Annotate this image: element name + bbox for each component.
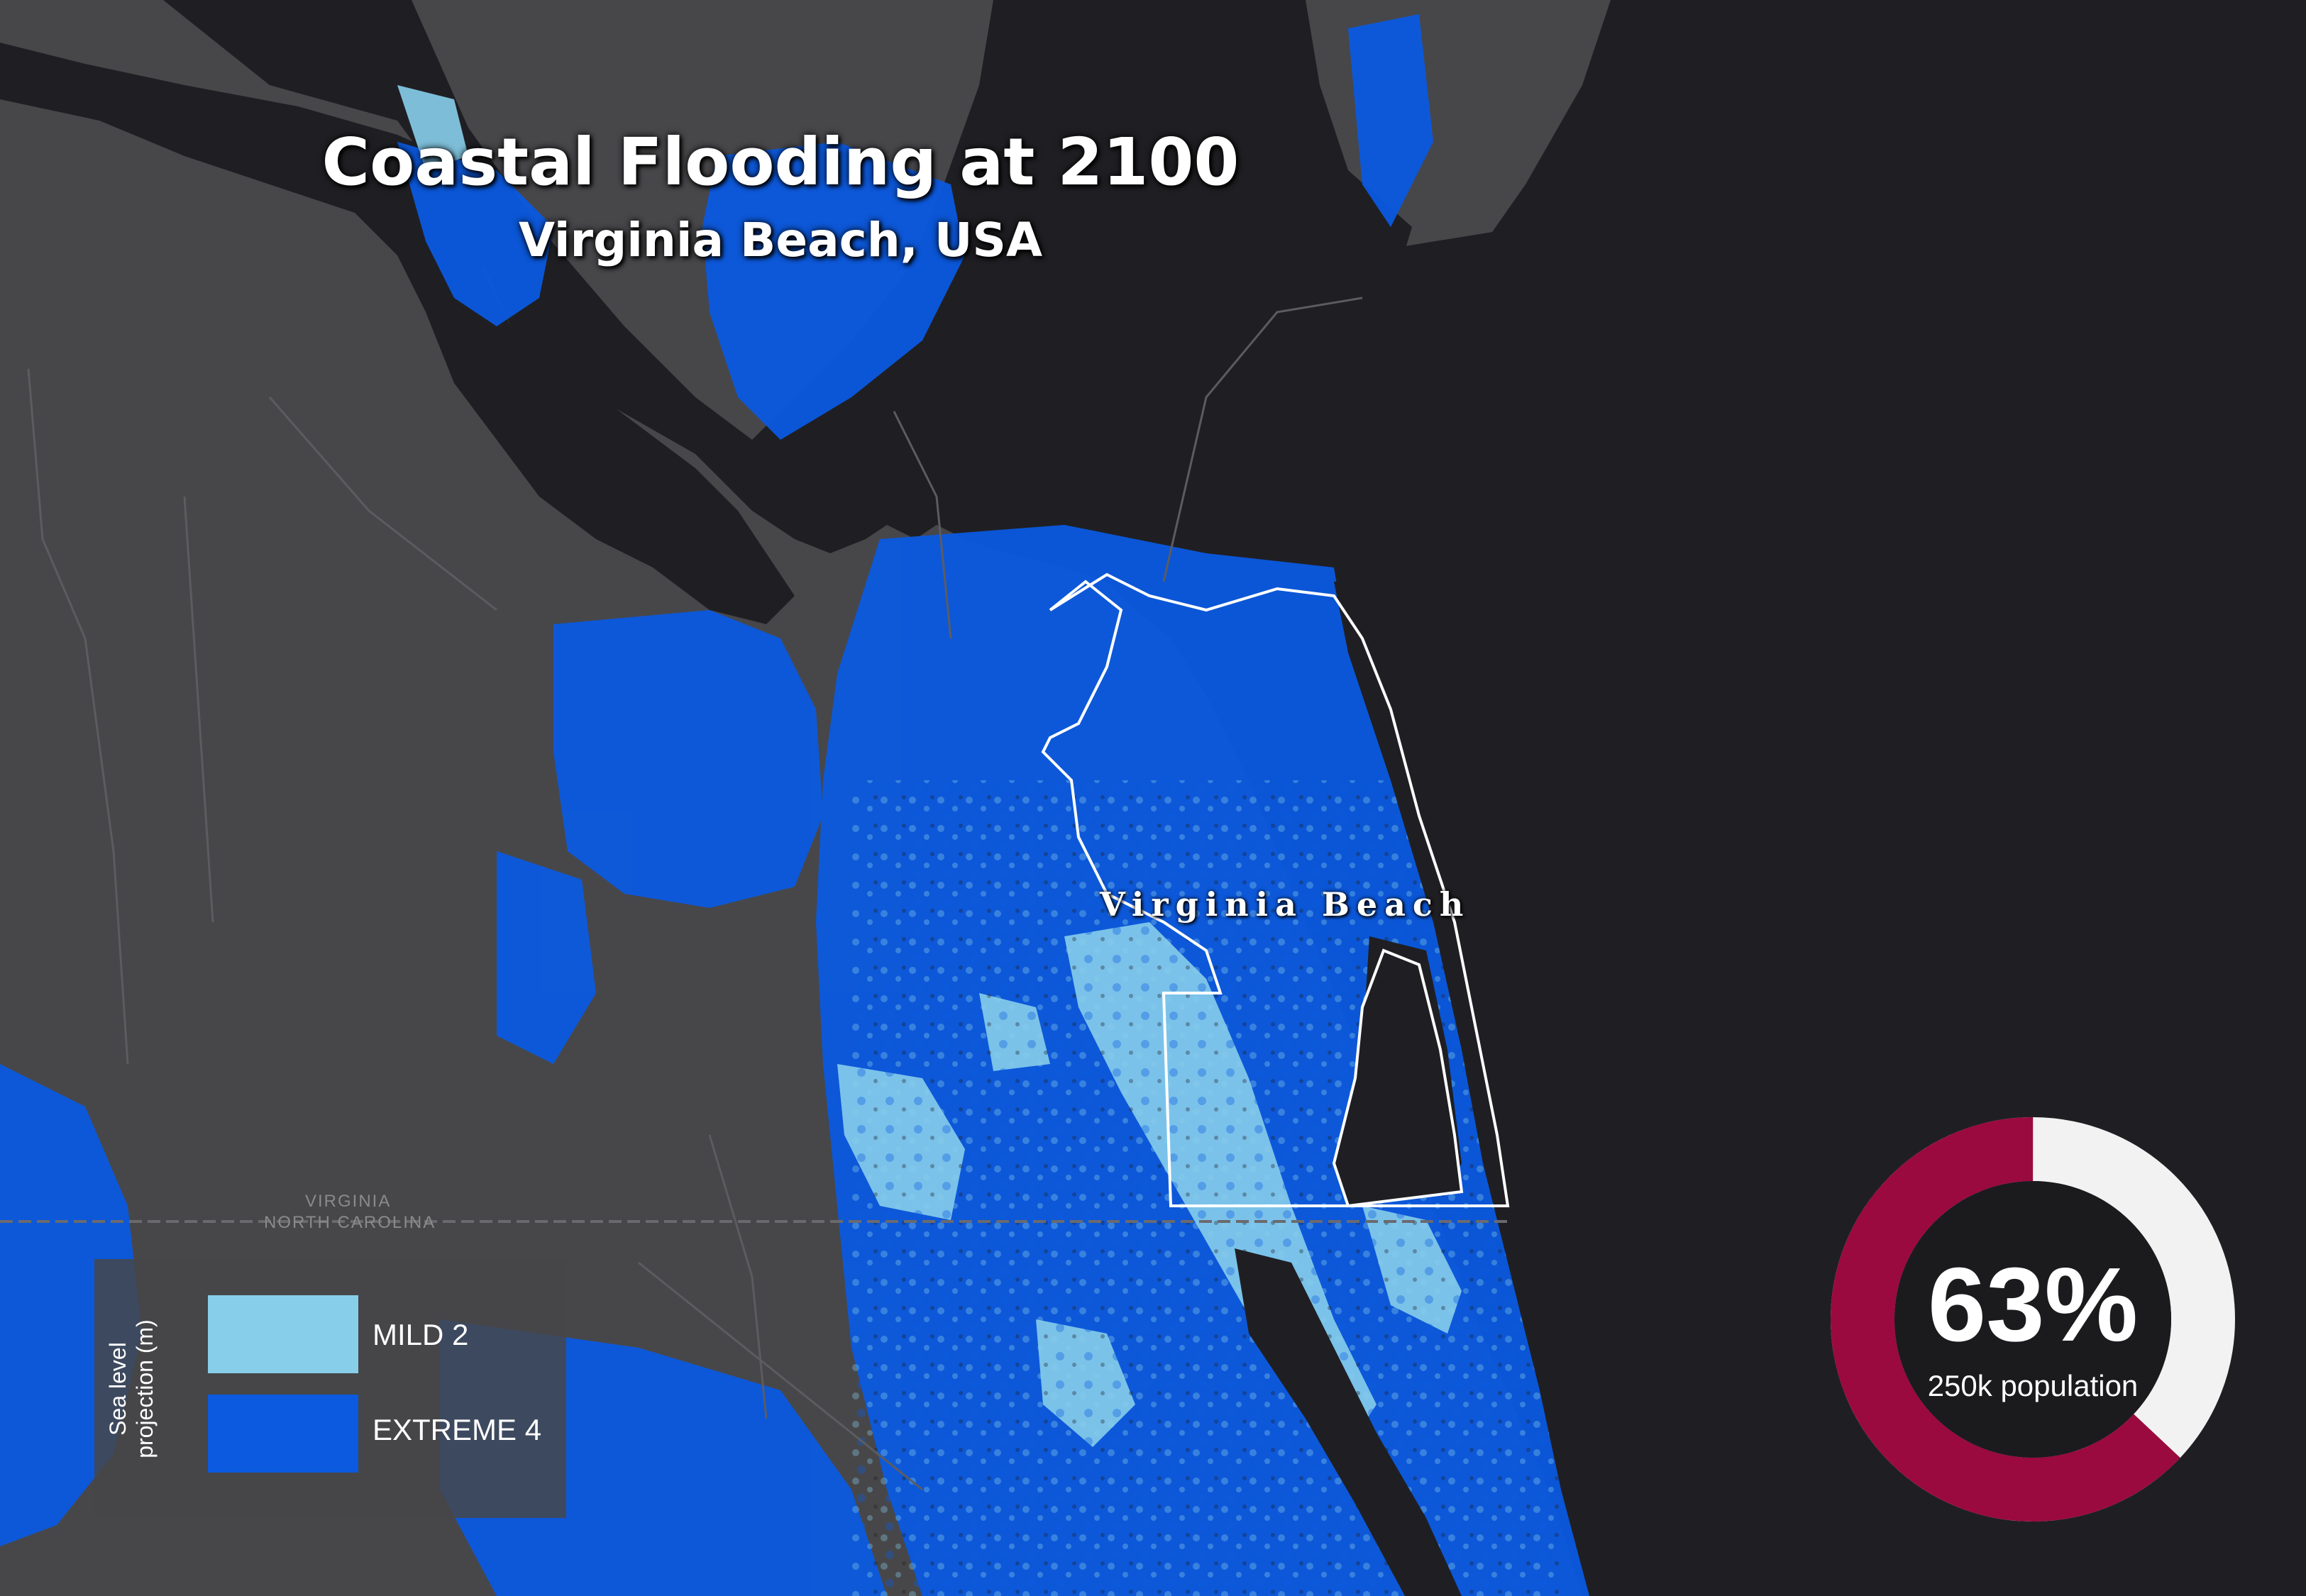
state-label-north-carolina: NORTH CAROLINA xyxy=(264,1213,436,1232)
legend-value-mild: 2 xyxy=(452,1318,469,1351)
population-donut xyxy=(1831,1117,2235,1522)
map-subtitle: Virginia Beach, USA xyxy=(518,213,1043,267)
legend-axis-line-1: Sea level xyxy=(105,1341,131,1436)
donut-affected-arc xyxy=(1831,1117,2235,1522)
legend-label-extreme: EXTREME xyxy=(373,1413,517,1446)
river-james xyxy=(0,43,795,624)
back-bay-water xyxy=(1235,1248,1462,1596)
population-affected: 250k population xyxy=(1927,1369,2139,1402)
state-label-virginia: VIRGINIA xyxy=(305,1192,392,1211)
legend-item-mild: MILD 2 xyxy=(373,1318,468,1352)
legend-axis-title: Sea level projection (m) xyxy=(105,1270,158,1507)
percent-affected: 63% xyxy=(1927,1246,2139,1363)
donut-center xyxy=(1894,1181,2171,1458)
legend-swatch-mild xyxy=(208,1295,358,1373)
legend-axis-line-2: projection (m) xyxy=(132,1319,158,1458)
city-boundary xyxy=(1041,572,1510,1207)
legend-swatch-extreme xyxy=(208,1395,358,1473)
road-network xyxy=(27,297,1363,1491)
city-label: Virginia Beach xyxy=(1100,885,1471,924)
legend-label-mild: MILD xyxy=(373,1318,444,1351)
bay xyxy=(922,213,1611,582)
legend-item-extreme: EXTREME 4 xyxy=(373,1413,541,1447)
city-interior-lakes xyxy=(1332,948,1464,1208)
map-title: Coastal Flooding at 2100 xyxy=(321,124,1240,200)
legend-value-extreme: 4 xyxy=(524,1413,542,1446)
